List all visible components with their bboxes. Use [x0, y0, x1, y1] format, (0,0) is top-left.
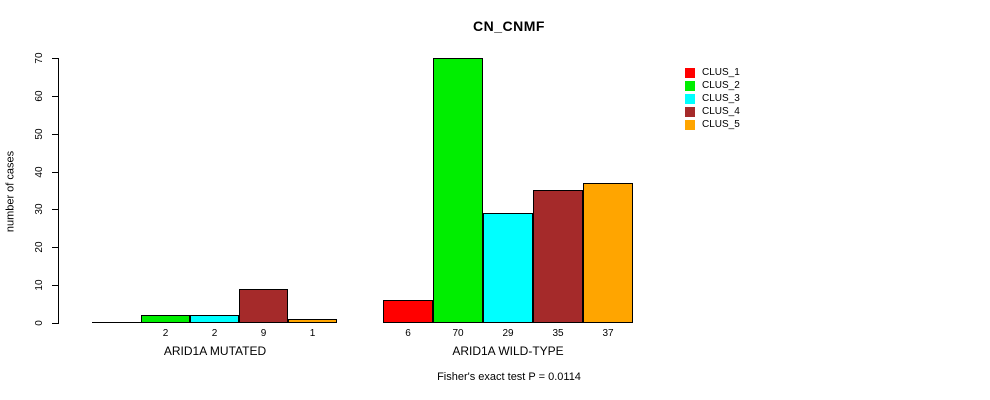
- chart-title: CN_CNMF: [473, 18, 545, 34]
- legend-item-clus_4: CLUS_4: [685, 105, 740, 118]
- legend-item-clus_3: CLUS_3: [685, 92, 740, 105]
- y-tick-mark: [52, 58, 59, 59]
- legend-label: CLUS_4: [702, 106, 740, 117]
- legend-label: CLUS_3: [702, 93, 740, 104]
- y-tick-label: 30: [34, 203, 45, 215]
- legend-label: CLUS_5: [702, 119, 740, 130]
- y-tick-mark: [52, 247, 59, 248]
- bar-value-label: 29: [502, 328, 514, 339]
- legend-label: CLUS_2: [702, 80, 740, 91]
- y-tick-mark: [52, 96, 59, 97]
- bar-clus_3-mutated: [190, 315, 239, 323]
- legend-swatch-icon: [685, 80, 695, 91]
- x-group-label-mutated: ARID1A MUTATED: [163, 344, 267, 358]
- legend-item-clus_5: CLUS_5: [685, 118, 740, 131]
- legend-item-clus_2: CLUS_2: [685, 79, 740, 92]
- y-tick-label: 60: [34, 90, 45, 102]
- legend: CLUS_1 CLUS_2 CLUS_3 CLUS_4 CLUS_5: [685, 66, 740, 131]
- bar-value-label: 2: [211, 328, 218, 339]
- y-tick-label: 0: [34, 320, 45, 326]
- bar-value-label: 35: [552, 328, 564, 339]
- bar-clus_2-mutated: [141, 315, 190, 323]
- bar-value-label: 9: [260, 328, 267, 339]
- bar-clus_5-wildtype: [583, 183, 633, 323]
- x-group-label-wildtype: ARID1A WILD-TYPE: [452, 344, 564, 358]
- legend-swatch-icon: [685, 93, 695, 104]
- y-tick-label: 40: [34, 166, 45, 178]
- bar-value-label: 70: [452, 328, 464, 339]
- y-tick-mark: [52, 285, 59, 286]
- y-tick-label: 70: [34, 52, 45, 64]
- bar-clus_1-wildtype: [383, 300, 433, 323]
- fisher-test-annotation: Fisher's exact test P = 0.0114: [437, 371, 581, 383]
- bar-clus_1-mutated: [92, 322, 141, 323]
- y-tick-mark: [52, 323, 59, 324]
- y-tick-label: 50: [34, 128, 45, 140]
- legend-swatch-icon: [685, 67, 695, 78]
- y-tick-label: 10: [34, 279, 45, 291]
- bar-clus_2-wildtype: [433, 58, 483, 323]
- bar-clus_4-wildtype: [533, 190, 583, 323]
- legend-swatch-icon: [685, 106, 695, 117]
- y-tick-mark: [52, 209, 59, 210]
- bar-value-label: 6: [405, 328, 411, 339]
- y-tick-label: 20: [34, 241, 45, 253]
- legend-item-clus_1: CLUS_1: [685, 66, 740, 79]
- bar-clus_5-mutated: [288, 319, 337, 323]
- y-axis-label: number of cases: [4, 150, 17, 233]
- bar-value-label: 2: [162, 328, 169, 339]
- bar-value-label: 37: [602, 328, 614, 339]
- bar-clus_4-mutated: [239, 289, 288, 323]
- bar-clus_3-wildtype: [483, 213, 533, 323]
- y-axis-line: [58, 58, 59, 323]
- legend-swatch-icon: [685, 119, 695, 130]
- bar-value-label: 1: [309, 328, 316, 339]
- y-tick-mark: [52, 172, 59, 173]
- y-tick-mark: [52, 134, 59, 135]
- legend-label: CLUS_1: [702, 67, 740, 78]
